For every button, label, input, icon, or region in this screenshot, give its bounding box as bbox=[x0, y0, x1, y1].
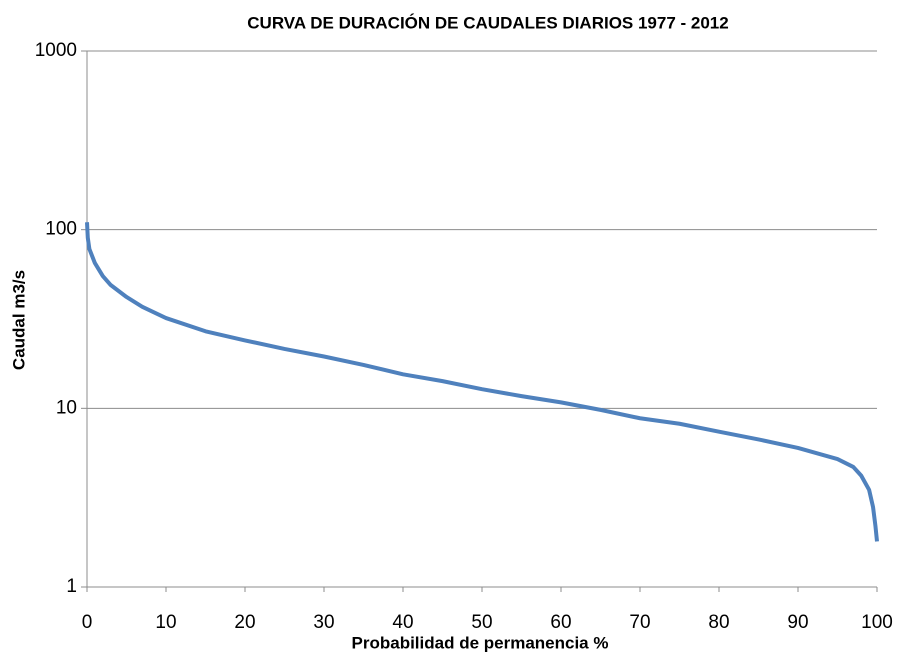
x-axis-label: Probabilidad de permanencia % bbox=[352, 633, 609, 652]
y-tick-label: 100 bbox=[45, 219, 77, 240]
data-line bbox=[85, 222, 879, 542]
x-tick-label: 30 bbox=[313, 612, 334, 633]
y-axis-label: Caudal m3/s bbox=[9, 270, 28, 370]
x-tick-label: 50 bbox=[471, 612, 492, 633]
x-tick-label: 100 bbox=[861, 612, 893, 633]
x-tick-label: 70 bbox=[629, 612, 650, 633]
x-tick-label: 80 bbox=[708, 612, 729, 633]
y-tick-label: 1 bbox=[66, 576, 77, 597]
y-tick-label: 1000 bbox=[35, 40, 77, 61]
x-tick-label: 60 bbox=[550, 612, 571, 633]
x-tick-label: 20 bbox=[234, 612, 255, 633]
x-tick-label: 40 bbox=[392, 612, 413, 633]
chart-title: CURVA DE DURACIÓN DE CAUDALES DIARIOS 19… bbox=[247, 13, 728, 32]
x-tick-label: 10 bbox=[155, 612, 176, 633]
x-tick-label: 0 bbox=[82, 612, 93, 633]
y-tick-label: 10 bbox=[56, 397, 77, 418]
x-tick-label: 90 bbox=[787, 612, 808, 633]
